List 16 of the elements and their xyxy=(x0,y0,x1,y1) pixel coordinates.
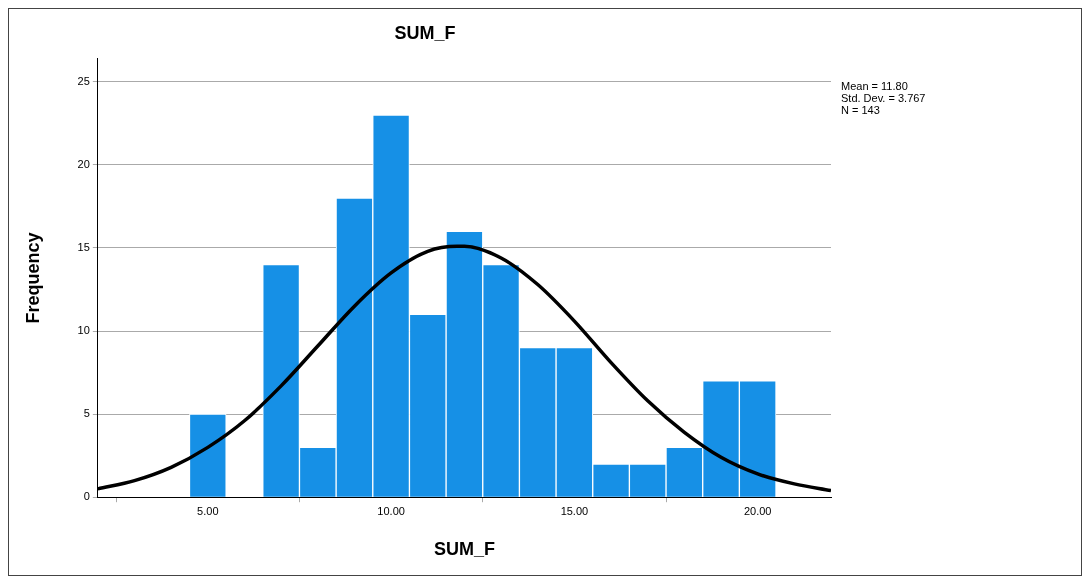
y-tick-label: 5 xyxy=(83,407,90,420)
x-tick-label: 5.00 xyxy=(197,504,219,517)
y-tick-label: 25 xyxy=(77,74,90,87)
y-axis-title: Frequency xyxy=(22,232,43,324)
y-tick-label: 15 xyxy=(77,241,90,254)
chart-title: SUM_F xyxy=(394,22,456,43)
x-axis-title: SUM_F xyxy=(433,539,495,560)
x-tick-label: 10.00 xyxy=(377,504,405,517)
x-tick-label: 15.00 xyxy=(560,504,589,517)
y-tick-label: 10 xyxy=(77,324,90,337)
text: Std. Dev. = 3.767 xyxy=(841,92,926,105)
text: Mean = 11.80 xyxy=(841,80,908,93)
x-tick-label: 20.00 xyxy=(743,504,772,517)
y-tick-label: 20 xyxy=(77,157,90,170)
y-tick-label: 0 xyxy=(83,490,90,503)
text: N = 143 xyxy=(841,104,880,117)
